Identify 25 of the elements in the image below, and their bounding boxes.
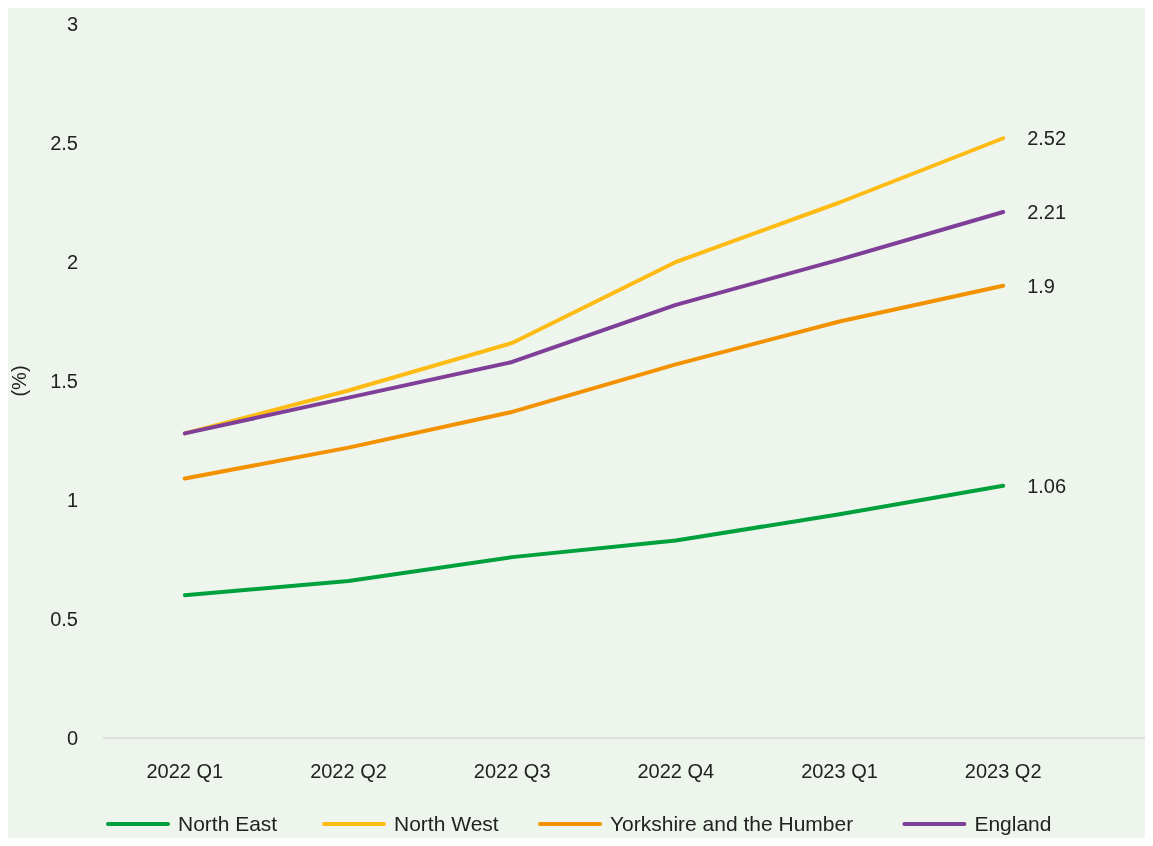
line-series — [182, 283, 1006, 481]
x-tick-label: 2022 Q3 — [473, 760, 551, 782]
x-tick-label: 2023 Q2 — [964, 760, 1042, 782]
line-series — [182, 483, 1006, 598]
y-tick-label: 2.5 — [50, 132, 78, 154]
y-tick-label: 2 — [66, 251, 78, 273]
x-tick-label: 2023 Q1 — [801, 760, 878, 782]
legend-label: Yorkshire and the Humber — [610, 812, 854, 835]
data-label: 2.52 — [1027, 127, 1067, 150]
data-label: 1.9 — [1027, 274, 1055, 297]
x-tick-label: 2022 Q1 — [146, 760, 224, 782]
y-tick-label: 1.5 — [50, 370, 78, 392]
legend-label: North West — [394, 812, 499, 835]
y-tick-label: 3 — [66, 13, 78, 35]
y-axis-title: (%) — [8, 365, 30, 397]
legend-label: North East — [178, 812, 278, 835]
y-tick-label: 0.5 — [50, 608, 78, 630]
x-tick-label: 2022 Q4 — [637, 760, 715, 782]
y-tick-label: 0 — [66, 727, 78, 749]
legend-label: England — [974, 812, 1052, 835]
y-tick-label: 1 — [66, 489, 78, 511]
data-label: 1.06 — [1027, 474, 1067, 497]
x-tick-label: 2022 Q2 — [310, 760, 387, 782]
data-label: 2.21 — [1027, 201, 1067, 224]
line-series — [182, 210, 1006, 436]
